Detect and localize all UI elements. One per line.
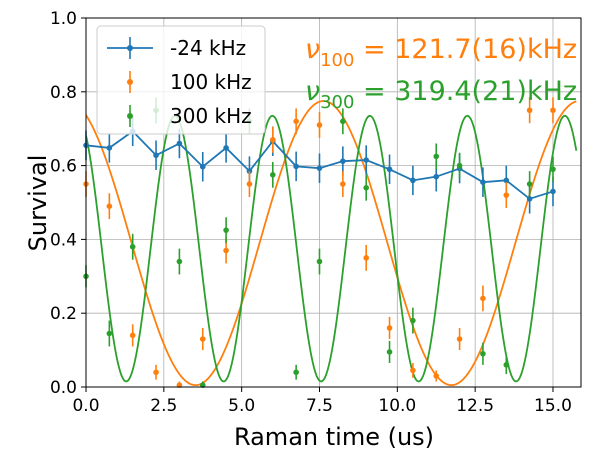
data-point-300-kHz [176, 258, 183, 265]
data-point--24-kHz [526, 196, 533, 202]
legend: -24 kHz 100 kHz 300 kHz [96, 25, 266, 135]
data-point-300-kHz [223, 227, 229, 233]
data-point-300-kHz [433, 153, 440, 160]
data-point-100-kHz [316, 122, 323, 128]
y-tick-label: 0.8 [50, 83, 77, 103]
data-point-100-kHz [503, 192, 510, 198]
legend-marker--24-kHz [127, 45, 133, 51]
plot-frame [81, 17, 582, 392]
data-point-100-kHz [153, 369, 159, 376]
data-point--24-kHz [550, 188, 556, 195]
data-point-300-kHz [410, 317, 416, 324]
annotation-value: = 319.4(21)kHz [354, 76, 577, 107]
x-tick-label: 5.0 [228, 396, 255, 416]
data-point-300-kHz [316, 258, 323, 265]
y-axis-label: Survival [24, 155, 52, 252]
data-point--24-kHz [363, 157, 369, 163]
data-point--24-kHz [176, 140, 183, 147]
data-point-100-kHz [246, 181, 253, 187]
data-point--24-kHz [480, 179, 486, 186]
frequency-annotation-100: ν100 = 121.7(16)kHz [305, 34, 577, 71]
data-point--24-kHz [223, 145, 229, 151]
data-point--24-kHz [386, 166, 393, 173]
y-tick-label: 0.2 [50, 304, 77, 324]
data-point-100-kHz [106, 203, 113, 209]
y-tick-label: 0.6 [50, 157, 77, 177]
annotation-symbol: ν [305, 34, 320, 65]
data-point-300-kHz [386, 349, 393, 355]
data-point-100-kHz [456, 336, 463, 342]
annotation-symbol: ν [305, 76, 320, 107]
data-point--24-kHz [106, 145, 113, 151]
data-point-100-kHz [199, 336, 206, 342]
frequency-annotation-300: ν300 = 319.4(21)kHz [305, 76, 577, 113]
data-point-100-kHz [386, 325, 393, 331]
data-point-100-kHz [340, 181, 346, 187]
data-point-300-kHz [293, 369, 299, 376]
legend-label-100-kHz: 100 kHz [170, 70, 252, 94]
data-point--24-kHz [316, 165, 323, 171]
x-tick-label: 10.0 [378, 396, 416, 416]
y-tick-label: 0.0 [50, 378, 77, 398]
data-point--24-kHz [199, 163, 206, 170]
data-point--24-kHz [340, 158, 346, 164]
legend-box [96, 25, 266, 135]
data-point-300-kHz [340, 118, 346, 125]
data-point-300-kHz [106, 330, 113, 337]
data-point--24-kHz [293, 163, 299, 170]
data-point-100-kHz [223, 247, 229, 254]
y-tick-label: 0.4 [50, 230, 77, 250]
data-point-300-kHz [526, 181, 533, 187]
annotation-subscript: 100 [320, 50, 354, 71]
data-point-300-kHz [550, 166, 556, 173]
x-tick-label: 12.5 [456, 396, 494, 416]
legend-label--24-kHz: -24 kHz [170, 36, 246, 60]
data-point-100-kHz [129, 332, 136, 339]
data-point--24-kHz [153, 152, 159, 159]
legend-label-300-kHz: 300 kHz [170, 104, 252, 128]
x-tick-label: 7.5 [306, 396, 333, 416]
data-point-100-kHz [433, 373, 440, 379]
data-point--24-kHz [503, 177, 510, 184]
data-point-300-kHz [480, 350, 486, 357]
data-point-100-kHz [363, 255, 369, 261]
data-point-100-kHz [293, 118, 299, 125]
data-point-300-kHz [129, 243, 136, 250]
data-point-100-kHz [480, 295, 486, 302]
legend-marker-100-kHz [127, 79, 133, 85]
x-tick-label: 2.5 [150, 396, 177, 416]
data-point-100-kHz [269, 136, 276, 143]
legend-marker-300-kHz [127, 113, 133, 119]
data-point-300-kHz [363, 184, 369, 191]
tick-labels: 0.0 2.5 5.0 7.5 10.0 12.5 15.0 0.0 0.2 0.4 0.6 0.8 1… [50, 9, 572, 416]
y-tick-label: 1.0 [50, 9, 77, 29]
fit-curve-100-kHz [86, 100, 577, 387]
annotation-value: = 121.7(16)kHz [354, 34, 577, 65]
plot-border [85, 17, 582, 388]
data-point-300-kHz [269, 172, 276, 178]
data-point-300-kHz [456, 162, 463, 169]
annotation-subscript: 300 [320, 92, 354, 113]
data-point-300-kHz [503, 362, 510, 368]
x-tick-label: 0.0 [72, 396, 99, 416]
data-point-100-kHz [526, 107, 533, 114]
x-tick-label: 15.0 [534, 396, 572, 416]
data-point-100-kHz [410, 367, 416, 374]
x-axis-label: Raman time (us) [234, 423, 434, 451]
data-point-100-kHz [550, 107, 556, 114]
data-point--24-kHz [410, 177, 416, 184]
data-point--24-kHz [433, 173, 440, 180]
